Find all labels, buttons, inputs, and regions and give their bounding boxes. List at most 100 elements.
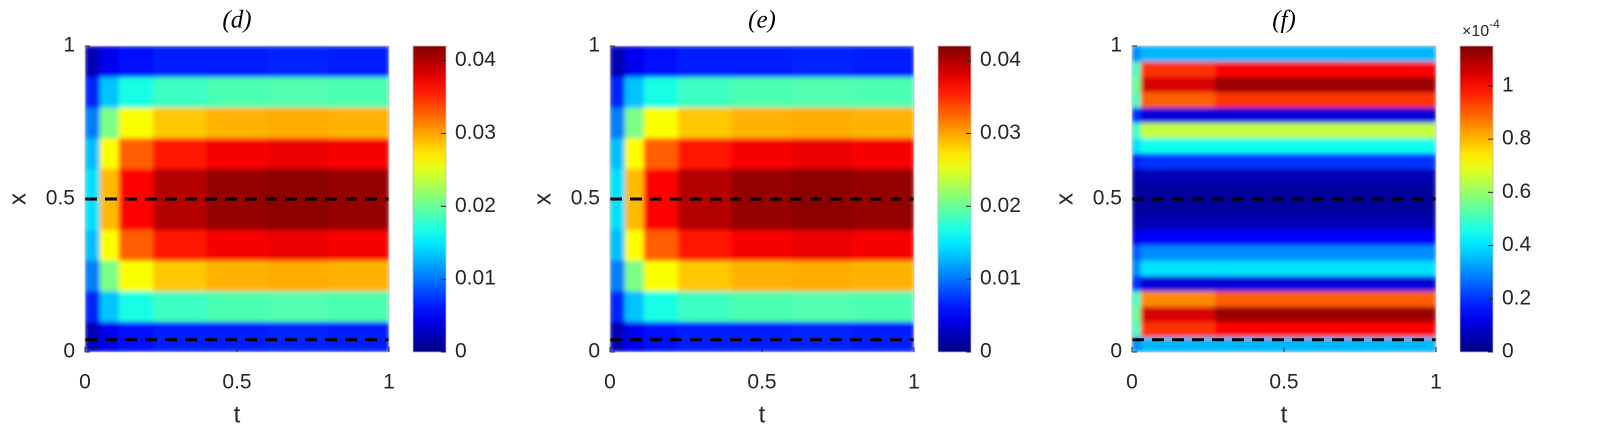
heat-cell <box>624 229 645 261</box>
heat-cell <box>643 46 679 78</box>
heat-cell <box>266 106 329 139</box>
heat-cell <box>643 198 679 231</box>
y-tick-label: 0 <box>63 340 75 363</box>
x-axis-label: t <box>1281 401 1288 428</box>
heat-cell <box>1351 76 1436 93</box>
heat-cell <box>1215 198 1353 215</box>
heat-cell <box>206 167 268 200</box>
heat-cell <box>206 198 268 231</box>
heat-cell <box>1132 91 1142 108</box>
heat-cell <box>1215 46 1353 62</box>
heat-cell <box>731 76 793 108</box>
heat-cell <box>99 320 120 352</box>
heat-cell <box>99 76 120 108</box>
x-tick-label: 1 <box>1430 371 1442 394</box>
heat-cell <box>1132 320 1142 338</box>
heat-cell <box>85 76 101 108</box>
heat-cell <box>1140 106 1217 123</box>
y-axis-label: x <box>4 193 31 205</box>
heat-cell <box>152 198 208 231</box>
heat-cell <box>1132 244 1142 261</box>
heat-cell <box>99 259 120 292</box>
colorbar-tick-label: 0.01 <box>980 267 1021 290</box>
colorbar <box>937 45 972 353</box>
heat-cell <box>852 46 914 78</box>
heat-cell <box>1132 46 1142 62</box>
heat-cell <box>610 229 626 261</box>
heat-cell <box>677 290 733 322</box>
heat-cell <box>1132 167 1142 185</box>
colorbar-tick-label: 1 <box>1502 73 1514 96</box>
heat-cell <box>624 46 645 78</box>
colorbar <box>1459 45 1494 353</box>
heat-cell <box>99 290 120 322</box>
heat-cell <box>791 46 854 78</box>
colorbar-tick-label: 0 <box>980 340 992 363</box>
heat-cell <box>610 320 626 352</box>
heat-cell <box>1140 229 1217 246</box>
heat-cell <box>610 137 626 169</box>
heat-cell <box>852 167 914 200</box>
heat-cell <box>152 76 208 108</box>
heat-cell <box>731 290 793 322</box>
colorbar <box>412 45 447 353</box>
heatmap <box>85 46 389 352</box>
heat-cell <box>791 76 854 108</box>
heat-cell <box>731 46 793 78</box>
heat-cell <box>152 106 208 139</box>
heat-cell <box>610 290 626 322</box>
heat-cell <box>206 320 268 352</box>
heat-cell <box>791 320 854 352</box>
heat-cell <box>118 167 154 200</box>
heat-cell <box>99 229 120 261</box>
heat-cell <box>85 290 101 322</box>
heat-cell <box>327 290 389 322</box>
x-tick-label: 1 <box>908 371 920 394</box>
heat-cell <box>643 137 679 169</box>
colorbar-tick-label: 0.02 <box>980 194 1021 217</box>
heat-cell <box>1132 76 1142 93</box>
heat-cell <box>624 137 645 169</box>
heat-cell <box>1215 290 1353 307</box>
heat-cell <box>1132 305 1142 322</box>
colorbar-tick-label: 0 <box>455 340 467 363</box>
x-axis-label: t <box>234 401 241 428</box>
colorbar-tick-label: 0.03 <box>455 121 496 144</box>
chart-title: (e) <box>748 7 776 34</box>
heat-cell <box>852 76 914 108</box>
colorbar-tick-label: 0.04 <box>980 48 1021 71</box>
heat-cell <box>731 198 793 231</box>
heat-cell <box>1132 275 1142 292</box>
heat-cell <box>206 137 268 169</box>
x-axis-label: t <box>759 401 766 428</box>
heat-cell <box>731 167 793 200</box>
heat-cell <box>643 320 679 352</box>
multiplier-base: ×10 <box>1462 23 1489 40</box>
heat-cell <box>731 229 793 261</box>
heat-cell <box>610 167 626 200</box>
heat-cell <box>1351 183 1436 200</box>
heat-cell <box>643 290 679 322</box>
heat-cell <box>791 167 854 200</box>
chart-title: (d) <box>222 7 251 34</box>
heat-cell <box>1140 91 1217 108</box>
heat-cell <box>677 76 733 108</box>
heat-cell <box>266 167 329 200</box>
heat-cell <box>677 320 733 352</box>
heat-cell <box>1351 167 1436 185</box>
x-tick-label: 0.5 <box>747 371 776 394</box>
colorbar-tick-label: 0.02 <box>455 194 496 217</box>
heat-cell <box>1215 60 1353 78</box>
heat-cell <box>85 106 101 139</box>
x-tick-label: 0.5 <box>1269 371 1298 394</box>
heat-cell <box>1215 91 1353 108</box>
colorbar-tick-label: 0.01 <box>455 267 496 290</box>
heat-cell <box>1351 46 1436 62</box>
x-tick-label: 0.5 <box>222 371 251 394</box>
heat-cell <box>99 46 120 78</box>
heat-cell <box>152 167 208 200</box>
heat-cell <box>1215 213 1353 231</box>
heat-cell <box>118 320 154 352</box>
heat-cell <box>152 229 208 261</box>
